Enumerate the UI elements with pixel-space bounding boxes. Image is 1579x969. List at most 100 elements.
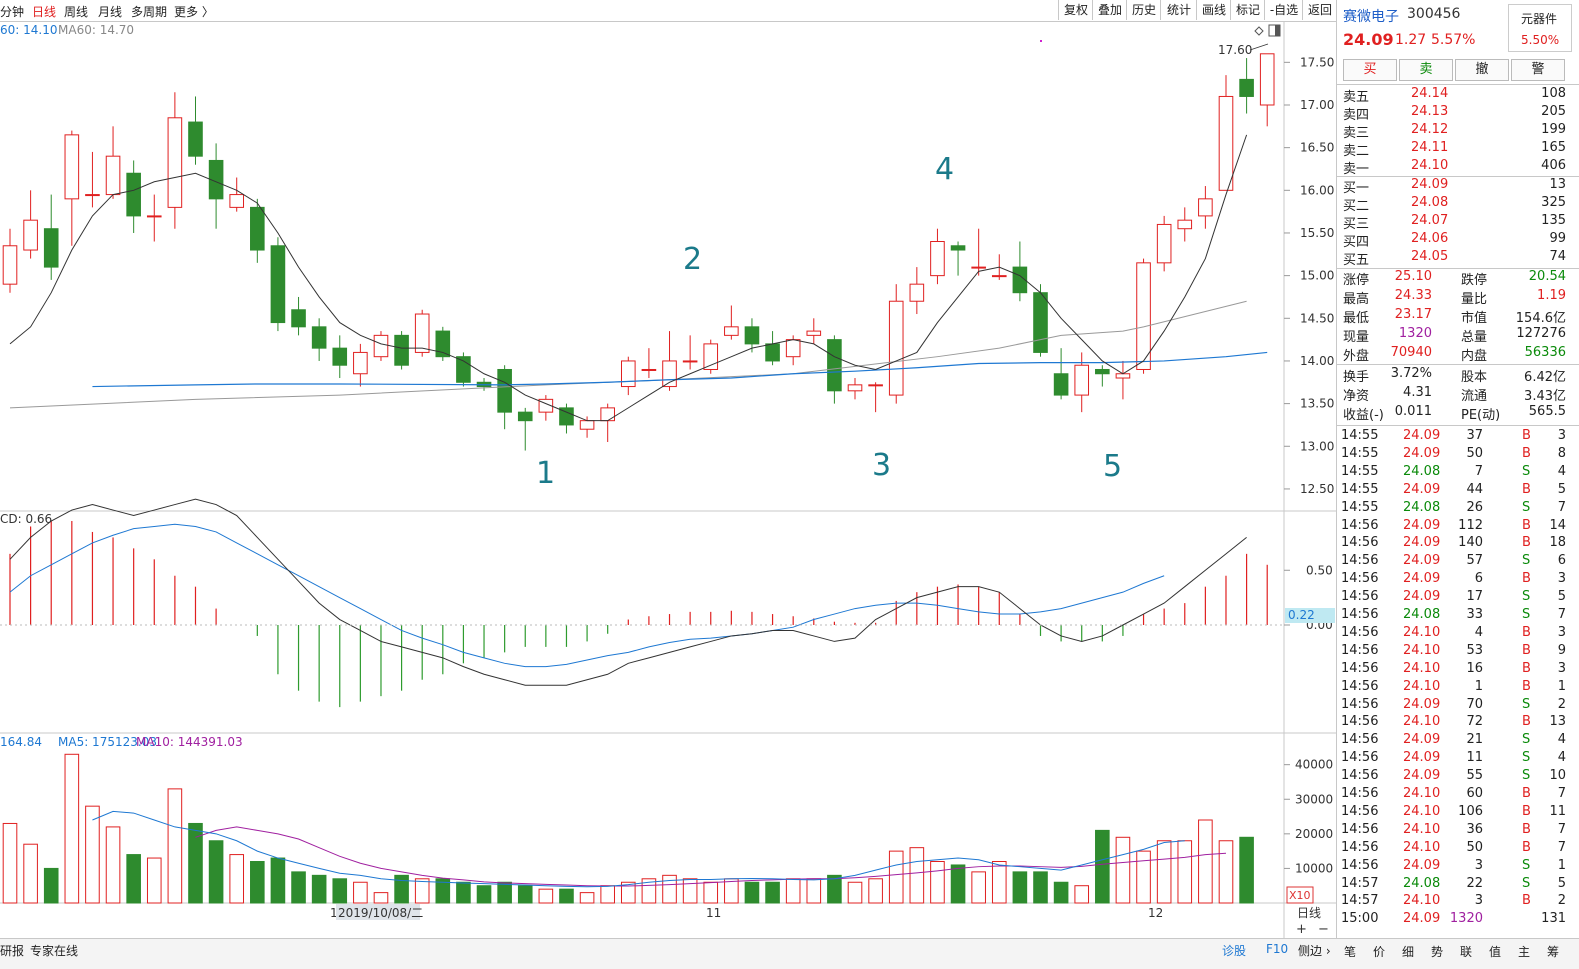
tick-row[interactable]: 15:00 24.09 1320 131	[1337, 911, 1579, 929]
bid-row[interactable]: 买二 24.08 325	[1337, 195, 1579, 214]
right-tab-3[interactable]: 势	[1431, 945, 1444, 959]
overlay-button[interactable]: 叠加	[1092, 0, 1127, 20]
stat-row[interactable]: 换手 3.72% 股本 6.42亿	[1337, 366, 1579, 385]
tick-row[interactable]: 14:56 24.10 106 B 11	[1337, 804, 1579, 822]
period-multi[interactable]: 多周期	[131, 5, 168, 19]
ask-row[interactable]: 卖三 24.12 199	[1337, 122, 1579, 141]
sidebar-toggle[interactable]: 侧边 ›	[1298, 944, 1331, 958]
tick-row[interactable]: 14:57 24.10 3 B 2	[1337, 893, 1579, 911]
tick-row[interactable]: 14:56 24.09 6 B 3	[1337, 571, 1579, 589]
right-tab-6[interactable]: 主	[1518, 945, 1531, 959]
price-axis-label: 13.00	[1300, 439, 1334, 453]
kline-chart[interactable]: 17.50 17.00 16.50 16.00 15.50 15.00 14.50 14.00…	[0, 21, 1336, 938]
diagnose-link[interactable]: 诊股	[1222, 944, 1247, 958]
tick-row[interactable]: 14:55 24.09 37 B 3	[1337, 428, 1579, 446]
tick-row[interactable]: 14:56 24.09 55 S 10	[1337, 768, 1579, 786]
tick-row[interactable]: 14:56 24.08 33 S 7	[1337, 607, 1579, 625]
zoom-in-button[interactable]: +	[1296, 922, 1307, 937]
tick-volume: 50	[1466, 445, 1483, 461]
bid-row[interactable]: 买五 24.05 74	[1337, 249, 1579, 268]
f10-link[interactable]: F10	[1266, 942, 1289, 956]
right-tab-7[interactable]: 筹	[1547, 945, 1560, 959]
ask-row[interactable]: 卖一 24.10 406	[1337, 158, 1579, 177]
tick-count: 3	[1557, 428, 1566, 443]
stat-row[interactable]: 净资 4.31 流通 3.43亿	[1337, 385, 1579, 404]
mark-button[interactable]: 标记	[1230, 0, 1265, 20]
research-link[interactable]: 研报	[0, 944, 25, 958]
right-tab-0[interactable]: 笔	[1344, 945, 1357, 959]
bid-price: 24.09	[1411, 177, 1449, 192]
add-watchlist-button[interactable]: -自选	[1264, 0, 1303, 20]
tick-row[interactable]: 14:56 24.09 140 B 18	[1337, 535, 1579, 553]
right-tab-5[interactable]: 值	[1489, 945, 1502, 959]
tick-row[interactable]: 14:56 24.10 72 B 13	[1337, 714, 1579, 732]
volume-bar	[353, 881, 368, 904]
tick-row[interactable]: 14:56 24.09 11 S 4	[1337, 750, 1579, 768]
stat-row[interactable]: 外盘 70940 内盘 56336	[1337, 345, 1579, 364]
tick-row[interactable]: 14:56 24.09 70 S 2	[1337, 697, 1579, 715]
tick-side: B	[1522, 678, 1531, 694]
tick-row[interactable]: 14:56 24.10 60 B 7	[1337, 786, 1579, 804]
right-tab-4[interactable]: 联	[1460, 945, 1473, 959]
panel-toggle-icon[interactable]	[1268, 24, 1281, 37]
candle-body	[1074, 364, 1090, 396]
tick-row[interactable]: 14:56 24.09 17 S 5	[1337, 589, 1579, 607]
right-tab-2[interactable]: 细	[1402, 945, 1415, 959]
tick-row[interactable]: 14:56 24.10 4 B 3	[1337, 625, 1579, 643]
tick-row[interactable]: 14:56 24.09 3 S 1	[1337, 858, 1579, 876]
bid-row[interactable]: 买一 24.09 13	[1337, 177, 1579, 196]
bid-label: 买五	[1343, 253, 1370, 268]
stat-label: PE(动)	[1461, 408, 1501, 423]
tick-price: 24.09	[1403, 571, 1441, 587]
tick-row[interactable]: 14:56 24.10 1 B 1	[1337, 679, 1579, 697]
tick-row[interactable]: 14:56 24.09 21 S 4	[1337, 732, 1579, 750]
back-button[interactable]: 返回	[1302, 0, 1337, 20]
stat-row[interactable]: 现量 1320 总量 127276	[1337, 326, 1579, 345]
sell-button[interactable]: 卖	[1399, 59, 1453, 81]
tick-row[interactable]: 14:57 24.08 22 S 5	[1337, 876, 1579, 894]
tick-row[interactable]: 14:56 24.09 57 S 6	[1337, 553, 1579, 571]
tick-volume: 3	[1474, 857, 1483, 873]
period-weekly[interactable]: 周线	[64, 5, 89, 19]
alert-button[interactable]: 警	[1511, 59, 1565, 81]
period-more[interactable]: 更多 〉	[174, 5, 214, 19]
tick-row[interactable]: 14:56 24.10 53 B 9	[1337, 643, 1579, 661]
stat-row[interactable]: 最高 24.33 量比 1.19	[1337, 288, 1579, 307]
tick-row[interactable]: 14:55 24.09 44 B 5	[1337, 482, 1579, 500]
tick-row[interactable]: 14:55 24.09 50 B 8	[1337, 446, 1579, 464]
tick-row[interactable]: 14:56 24.10 16 B 3	[1337, 661, 1579, 679]
period-daily[interactable]: 日线	[32, 5, 57, 19]
buy-button[interactable]: 买	[1343, 59, 1397, 81]
stat-row[interactable]: 最低 23.17 市值 154.6亿	[1337, 307, 1579, 326]
statistics-button[interactable]: 统计	[1160, 0, 1197, 20]
draw-line-button[interactable]: 画线	[1196, 0, 1231, 20]
bid-label: 买二	[1343, 199, 1370, 214]
candle-body	[291, 309, 306, 328]
cancel-order-button[interactable]: 撤	[1455, 59, 1509, 81]
stat-row[interactable]: 收益(-) 0.011 PE(动) 565.5	[1337, 404, 1579, 423]
expert-online-link[interactable]: 专家在线	[30, 944, 79, 958]
period-monthly[interactable]: 月线	[98, 5, 123, 19]
history-button[interactable]: 历史	[1126, 0, 1161, 20]
bid-row[interactable]: 买三 24.07 135	[1337, 213, 1579, 232]
period-minute[interactable]: 分钟	[0, 5, 25, 19]
sector-box[interactable]: 元器件 5.50%	[1508, 4, 1572, 52]
tick-row[interactable]: 14:56 24.10 50 B 7	[1337, 840, 1579, 858]
candle-body	[703, 343, 719, 370]
restore-rights-button[interactable]: 复权	[1058, 0, 1093, 20]
ask-label: 卖四	[1343, 108, 1370, 123]
diamond-icon[interactable]	[1254, 26, 1264, 36]
ask-row[interactable]: 卖五 24.14 108	[1337, 86, 1579, 105]
zoom-out-button[interactable]: −	[1318, 922, 1329, 937]
ask-row[interactable]: 卖四 24.13 205	[1337, 104, 1579, 123]
tick-volume: 3	[1474, 893, 1483, 909]
tick-row[interactable]: 14:56 24.09 112 B 14	[1337, 518, 1579, 536]
tick-row[interactable]: 14:56 24.10 36 B 7	[1337, 822, 1579, 840]
tick-row[interactable]: 14:55 24.08 26 S 7	[1337, 500, 1579, 518]
right-tab-1[interactable]: 价	[1373, 945, 1386, 959]
tick-volume: 16	[1466, 660, 1483, 676]
ask-row[interactable]: 卖二 24.11 165	[1337, 140, 1579, 159]
tick-row[interactable]: 14:55 24.08 7 S 4	[1337, 464, 1579, 482]
stat-row[interactable]: 涨停 25.10 跌停 20.54	[1337, 269, 1579, 288]
bid-row[interactable]: 买四 24.06 99	[1337, 231, 1579, 250]
